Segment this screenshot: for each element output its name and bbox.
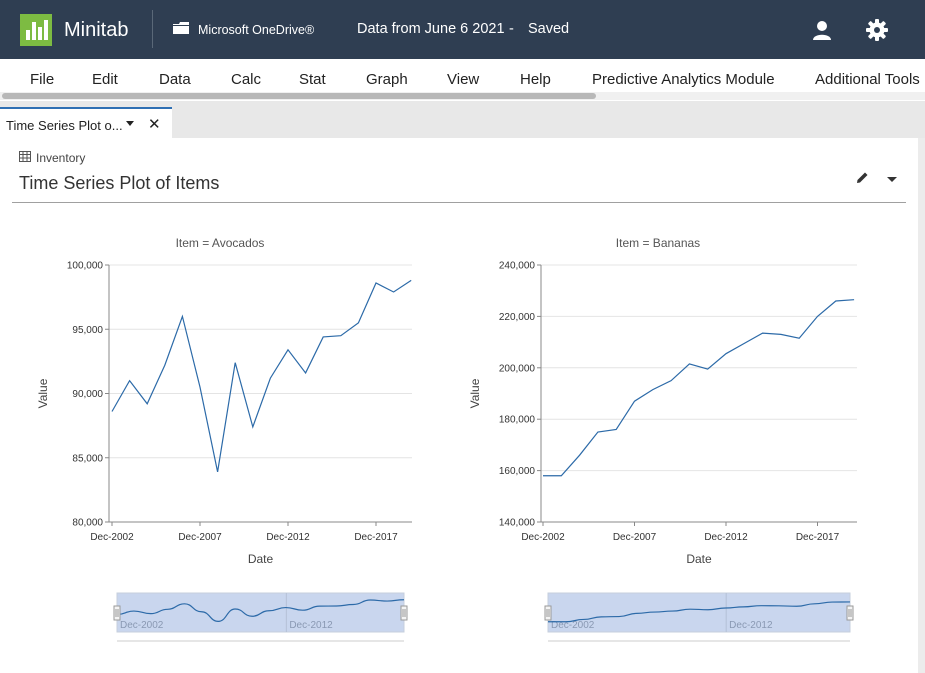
navigator-label: Dec-2012 bbox=[729, 620, 773, 631]
y-tick-label: 95,000 bbox=[72, 325, 103, 336]
navigator-label: Dec-2002 bbox=[551, 620, 595, 631]
save-status: Saved bbox=[528, 21, 570, 37]
menu-additional-tools[interactable]: Additional Tools bbox=[815, 71, 920, 88]
gear-icon[interactable] bbox=[866, 19, 888, 41]
x-tick-label: Dec-2007 bbox=[613, 532, 657, 543]
navigator-series bbox=[547, 601, 851, 623]
series-line bbox=[543, 299, 855, 477]
navigator-handle[interactable] bbox=[846, 605, 854, 621]
close-icon[interactable]: ✕ bbox=[148, 116, 161, 133]
y-tick-label: 160,000 bbox=[499, 466, 536, 477]
x-tick-label: Dec-2017 bbox=[354, 532, 398, 543]
navigator-label: Dec-2002 bbox=[120, 620, 164, 631]
chevron-down-icon[interactable] bbox=[887, 177, 897, 182]
output-title: Time Series Plot of Items bbox=[19, 173, 220, 193]
y-tick-label: 180,000 bbox=[499, 415, 536, 426]
x-axis-label: Date bbox=[248, 552, 274, 566]
pencil-icon[interactable] bbox=[856, 171, 869, 184]
y-tick-label: 90,000 bbox=[72, 389, 103, 400]
navigator-label: Dec-2012 bbox=[289, 620, 333, 631]
y-tick-label: 85,000 bbox=[72, 453, 103, 464]
range-navigator bbox=[116, 592, 405, 633]
app-header: Minitab Microsoft OneDrive® Data from Ju… bbox=[0, 0, 925, 59]
tab-label: Time Series Plot o... bbox=[6, 118, 123, 133]
y-tick-label: 100,000 bbox=[67, 261, 104, 272]
menu-stat[interactable]: Stat bbox=[299, 71, 326, 88]
menu-view[interactable]: View bbox=[447, 71, 480, 88]
title-separator: - bbox=[509, 21, 514, 37]
chart-title: Item = Bananas bbox=[616, 236, 700, 250]
chart-title: Item = Avocados bbox=[176, 236, 265, 250]
chart-bananas[interactable]: Item = Bananas 140,000 160,000 180,000 200,0… bbox=[468, 236, 857, 642]
output-tab-strip: Time Series Plot o... ✕ bbox=[0, 101, 925, 138]
chevron-down-icon[interactable] bbox=[126, 121, 134, 126]
menu-help[interactable]: Help bbox=[520, 71, 551, 88]
menu-graph[interactable]: Graph bbox=[366, 71, 408, 88]
y-tick-label: 240,000 bbox=[499, 261, 536, 272]
y-tick-label: 220,000 bbox=[499, 312, 536, 323]
user-icon[interactable] bbox=[812, 20, 832, 40]
tab-time-series-plot[interactable]: Time Series Plot o... ✕ bbox=[0, 107, 172, 138]
x-tick-label: Dec-2002 bbox=[521, 532, 565, 543]
y-axis-label: Value bbox=[468, 378, 482, 408]
folder-icon bbox=[173, 22, 189, 34]
navigator-series bbox=[116, 599, 405, 622]
worksheet-name: Inventory bbox=[36, 151, 86, 165]
x-tick-label: Dec-2012 bbox=[266, 532, 310, 543]
storage-location[interactable]: Microsoft OneDrive® bbox=[198, 23, 315, 37]
menu-edit[interactable]: Edit bbox=[92, 71, 118, 88]
series-line bbox=[111, 279, 412, 473]
x-tick-label: Dec-2012 bbox=[704, 532, 748, 543]
vertical-scrollbar[interactable] bbox=[918, 138, 925, 673]
menu-predictive-analytics[interactable]: Predictive Analytics Module bbox=[592, 71, 775, 88]
x-tick-label: Dec-2002 bbox=[90, 532, 134, 543]
output-pane bbox=[0, 138, 925, 673]
minitab-logo-icon bbox=[20, 14, 52, 46]
y-axis-label: Value bbox=[36, 378, 50, 408]
navigator-handle[interactable] bbox=[113, 605, 121, 621]
menu-calc[interactable]: Calc bbox=[231, 71, 262, 88]
navigator-handle[interactable] bbox=[544, 605, 552, 621]
document-title[interactable]: Data from June 6 2021 bbox=[357, 21, 505, 37]
x-tick-label: Dec-2007 bbox=[178, 532, 222, 543]
menu-data[interactable]: Data bbox=[159, 71, 191, 88]
y-tick-label: 140,000 bbox=[499, 518, 536, 529]
header-divider bbox=[152, 10, 153, 48]
y-tick-label: 80,000 bbox=[72, 518, 103, 529]
title-divider bbox=[12, 202, 906, 203]
y-tick-label: 200,000 bbox=[499, 363, 536, 374]
app-name: Minitab bbox=[64, 19, 129, 41]
menu-scrollbar[interactable] bbox=[0, 92, 925, 100]
menu-file[interactable]: File bbox=[30, 71, 55, 88]
menu-scrollbar-thumb[interactable] bbox=[2, 93, 596, 99]
x-tick-label: Dec-2017 bbox=[796, 532, 840, 543]
chart-avocados[interactable]: Item = Avocados 80,000 85,000 90,000 95,000 1… bbox=[36, 236, 412, 642]
x-axis-label: Date bbox=[686, 552, 712, 566]
navigator-handle[interactable] bbox=[400, 605, 408, 621]
worksheet-grid-icon bbox=[19, 151, 31, 162]
